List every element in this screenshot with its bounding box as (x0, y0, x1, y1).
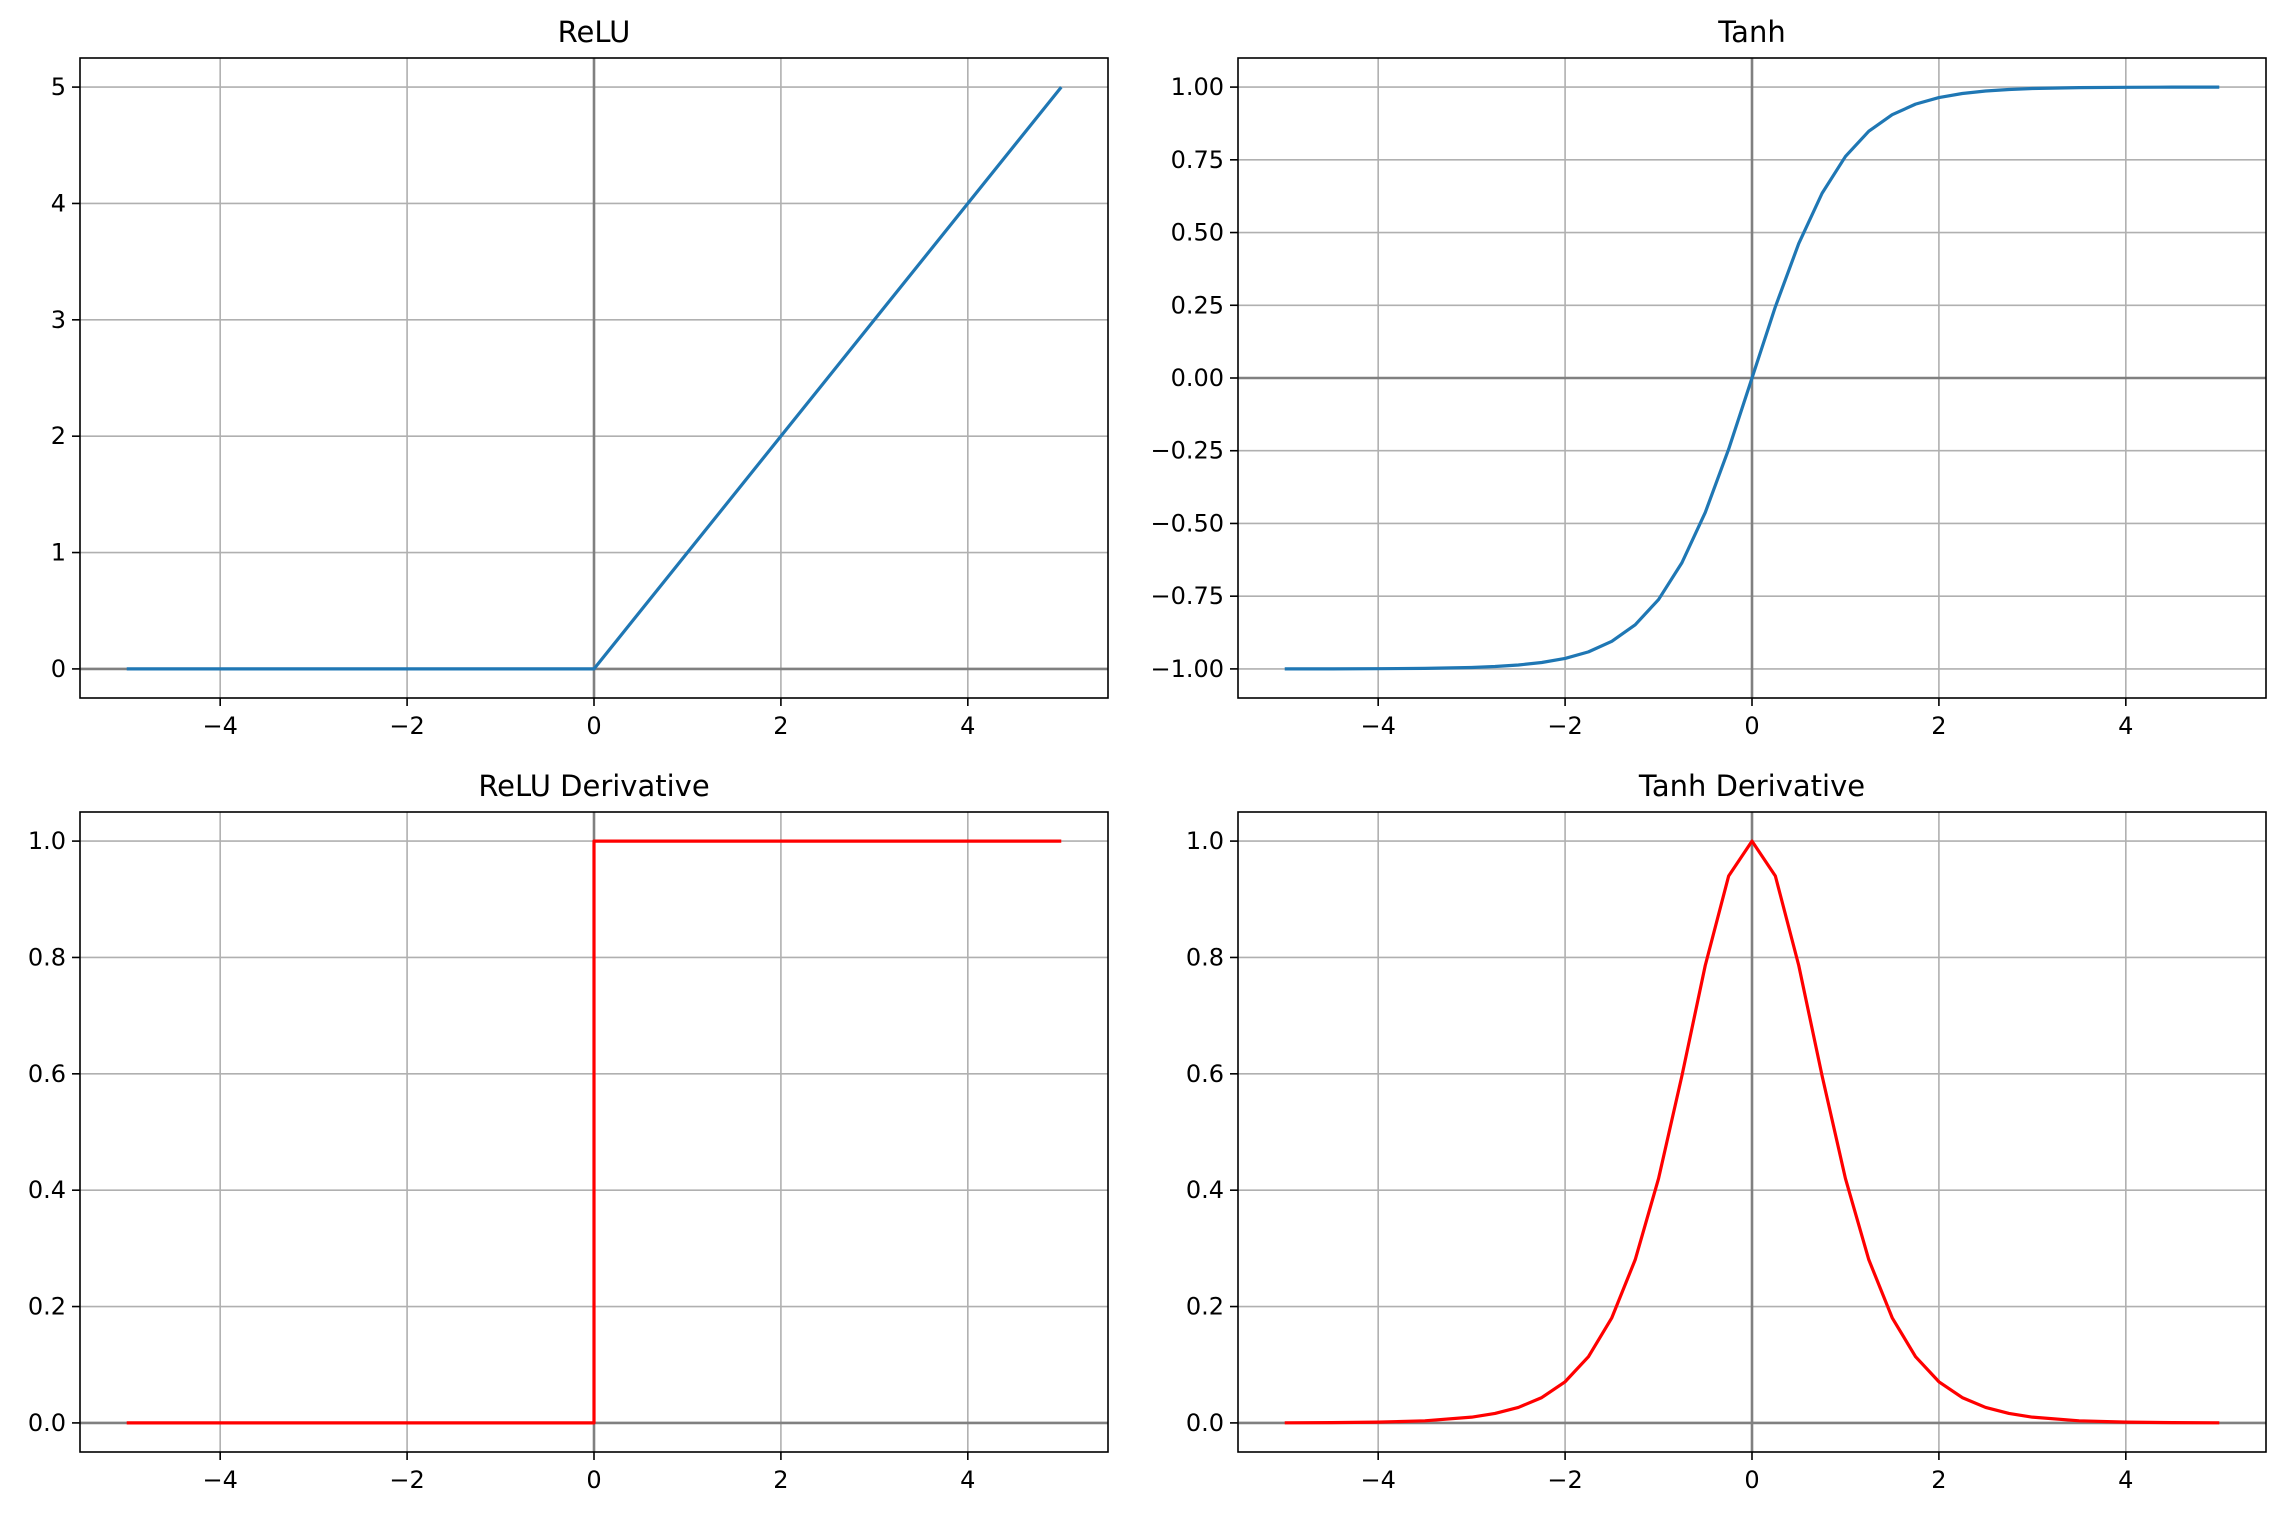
series-line (126, 86, 1063, 671)
x-tick-label: −2 (1547, 1466, 1582, 1494)
y-tick-label: 4 (51, 189, 66, 217)
x-tick-label: 2 (773, 1466, 788, 1494)
series-line (1284, 85, 2220, 671)
y-axis-ticks: 0 1 2 3 4 5 (51, 73, 80, 683)
subplot-tanh: Tanh −4 −2 0 2 4 −1.00 −0.75 −0.50 −0.25 0.00 0.2… (1150, 15, 2267, 740)
y-tick-label: 2 (51, 422, 66, 450)
y-axis-ticks: 0.0 0.2 0.4 0.6 0.8 1.0 (1186, 827, 1238, 1437)
y-tick-label: 0.8 (1186, 943, 1224, 971)
x-tick-label: 4 (2118, 712, 2133, 740)
series-line (1284, 839, 2220, 1425)
subplot-title: Tanh (1717, 15, 1785, 49)
y-tick-label: −1.00 (1150, 655, 1224, 683)
x-tick-label: −4 (202, 1466, 237, 1494)
x-tick-label: 0 (586, 1466, 601, 1494)
subplot-tanh-derivative: Tanh Derivative −4 −2 0 2 4 0.0 0.2 0.4 0.6 0.8 1… (1186, 769, 2267, 1494)
y-tick-label: −0.50 (1150, 509, 1224, 537)
y-tick-label: 0.00 (1171, 364, 1224, 392)
x-tick-label: −4 (202, 712, 237, 740)
x-axis-ticks: −4 −2 0 2 4 (202, 698, 975, 740)
y-tick-label: 0.6 (28, 1060, 66, 1088)
y-tick-label: 0.4 (1186, 1176, 1224, 1204)
y-tick-label: 0 (51, 655, 66, 683)
y-axis-ticks: −1.00 −0.75 −0.50 −0.25 0.00 0.25 0.50 0.75 1.00 (1150, 73, 1238, 683)
x-tick-label: 2 (773, 712, 788, 740)
x-tick-label: 4 (960, 712, 975, 740)
y-tick-label: 0.4 (28, 1176, 66, 1204)
y-tick-label: 0.2 (28, 1293, 66, 1321)
x-tick-label: −4 (1360, 1466, 1395, 1494)
y-tick-label: 1.0 (1186, 827, 1224, 855)
y-tick-label: 0.25 (1171, 291, 1224, 319)
y-tick-label: −0.25 (1150, 437, 1224, 465)
series-layer (1284, 839, 2220, 1425)
subplot-title: ReLU Derivative (478, 769, 709, 803)
x-axis-ticks: −4 −2 0 2 4 (1360, 698, 2133, 740)
x-axis-ticks: −4 −2 0 2 4 (1360, 1452, 2133, 1494)
y-tick-label: 0.50 (1171, 219, 1224, 247)
subplot-relu: ReLU −4 −2 0 2 4 0 1 2 3 4 5 (51, 15, 1109, 740)
y-axis-ticks: 0.0 0.2 0.4 0.6 0.8 1.0 (28, 827, 80, 1437)
x-tick-label: 0 (1744, 1466, 1759, 1494)
y-tick-label: 3 (51, 306, 66, 334)
y-tick-label: 1.00 (1171, 73, 1224, 101)
x-tick-label: 2 (1931, 1466, 1946, 1494)
subplot-relu-derivative: ReLU Derivative −4 −2 0 2 4 0.0 0.2 0.4 0.6 0.8 1… (28, 769, 1109, 1494)
x-tick-label: −4 (1360, 712, 1395, 740)
x-tick-label: −2 (389, 712, 424, 740)
x-tick-label: 0 (1744, 712, 1759, 740)
y-tick-label: 0.0 (28, 1409, 66, 1437)
y-tick-label: 0.8 (28, 943, 66, 971)
x-tick-label: 4 (2118, 1466, 2133, 1494)
x-axis-ticks: −4 −2 0 2 4 (202, 1452, 975, 1494)
y-tick-label: 1.0 (28, 827, 66, 855)
y-tick-label: 0.6 (1186, 1060, 1224, 1088)
y-tick-label: 1 (51, 539, 66, 567)
x-tick-label: −2 (389, 1466, 424, 1494)
y-tick-label: 0.0 (1186, 1409, 1224, 1437)
subplot-title: ReLU (558, 15, 631, 49)
x-tick-label: 4 (960, 1466, 975, 1494)
series-layer (1284, 85, 2220, 671)
y-tick-label: 5 (51, 73, 66, 101)
y-tick-label: 0.75 (1171, 146, 1224, 174)
series-layer (126, 839, 1062, 1425)
series-layer (126, 86, 1063, 671)
series-line (126, 839, 1062, 1425)
x-tick-label: −2 (1547, 712, 1582, 740)
reference-lines (1238, 812, 2266, 1452)
y-tick-label: −0.75 (1150, 582, 1224, 610)
x-tick-label: 2 (1931, 712, 1946, 740)
y-tick-label: 0.2 (1186, 1293, 1224, 1321)
x-tick-label: 0 (586, 712, 601, 740)
subplot-title: Tanh Derivative (1638, 769, 1865, 803)
